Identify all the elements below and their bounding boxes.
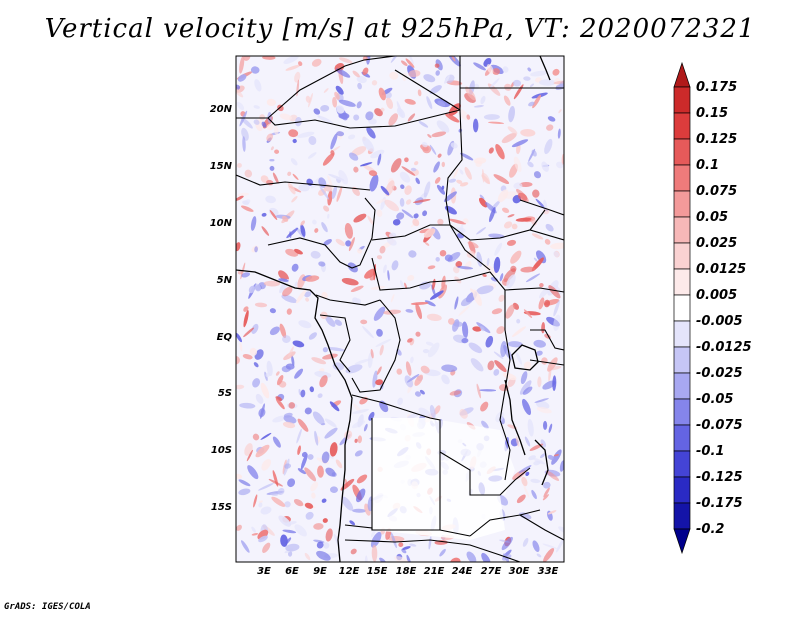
colorbar-swatch xyxy=(673,502,691,530)
border-mozambique xyxy=(519,514,564,541)
lake-tanganyika xyxy=(504,379,526,456)
calm-region-east xyxy=(440,420,515,495)
lat-label: 10N xyxy=(209,218,232,229)
lon-label: 12E xyxy=(338,566,360,577)
lake-victoria xyxy=(511,344,539,371)
colorbar-swatch xyxy=(673,61,691,88)
colorbar-label: 0.175 xyxy=(696,80,738,95)
map-frame xyxy=(235,55,565,563)
colorbar-label: -0.1 xyxy=(696,444,725,459)
velocity-field xyxy=(236,56,564,562)
calm-region-south xyxy=(372,418,505,540)
lon-label: 30E xyxy=(508,566,530,577)
colorbar-label: 0.005 xyxy=(696,288,738,303)
colorbar-label: -0.005 xyxy=(696,314,743,329)
credit-text: GrADS: IGES/COLA xyxy=(4,602,91,612)
coastlines xyxy=(236,56,551,562)
colorbar-swatch xyxy=(673,476,691,504)
map-title: Vertical velocity [m/s] at 925hPa, VT: 2… xyxy=(44,14,756,44)
lat-label: 5S xyxy=(217,388,232,399)
border-sudan-south-sudan xyxy=(449,224,564,241)
lake-malawi xyxy=(534,439,549,486)
lat-label: 15S xyxy=(210,502,232,513)
colorbar-swatch xyxy=(673,112,691,140)
border-drc-east xyxy=(499,290,511,481)
colorbar-label: -0.075 xyxy=(696,418,743,433)
colorbar-label: 0.15 xyxy=(696,106,729,121)
border-angola-zambia xyxy=(371,418,441,530)
colorbar-label: -0.2 xyxy=(696,522,725,537)
border-congo-drc xyxy=(351,299,401,393)
border-zambia xyxy=(439,451,531,496)
colorbar-swatch xyxy=(673,346,691,374)
colorbar-label: 0.05 xyxy=(696,210,729,225)
coastline-gulf-of-guinea xyxy=(236,269,353,562)
lon-label: 33E xyxy=(537,566,559,577)
border-east-africa xyxy=(529,329,564,366)
border-southern xyxy=(344,539,521,562)
colorbar-swatch xyxy=(673,86,691,114)
colorbar-label: 0.025 xyxy=(696,236,738,251)
border-algeria-libya xyxy=(236,56,396,119)
lon-label: 3E xyxy=(257,566,271,577)
country-borders xyxy=(236,56,564,562)
colorbar xyxy=(673,61,691,555)
colorbar-swatch xyxy=(673,450,691,478)
colorbar-swatch xyxy=(673,372,691,400)
colorbar-swatch xyxy=(673,320,691,348)
colorbar-swatch xyxy=(673,528,691,555)
colorbar-swatch xyxy=(673,294,691,322)
colorbar-label: -0.05 xyxy=(696,392,734,407)
border-gabon-congo xyxy=(319,314,351,373)
colorbar-swatch xyxy=(673,138,691,166)
lat-label: EQ xyxy=(216,332,232,343)
border-chad-sudan xyxy=(445,109,463,226)
colorbar-label: 0.075 xyxy=(696,184,738,199)
colorbar-swatch xyxy=(673,424,691,452)
lon-label: 15E xyxy=(366,566,388,577)
border-zambia-zimbabwe xyxy=(469,509,541,537)
colorbar-label: 0.0125 xyxy=(696,262,747,277)
lon-label: 21E xyxy=(423,566,445,577)
nile-red-sea xyxy=(539,56,551,81)
colorbar-label: 0.125 xyxy=(696,132,738,147)
colorbar-swatch xyxy=(673,164,691,192)
colorbar-swatch xyxy=(673,398,691,426)
border-nigeria-cameroon xyxy=(267,197,376,269)
colorbar-label: -0.175 xyxy=(696,496,743,511)
colorbar-swatch xyxy=(673,190,691,218)
border-ethiopia xyxy=(519,199,564,231)
border-chad-car xyxy=(371,224,491,271)
colorbar-label: -0.025 xyxy=(696,366,743,381)
colorbar-swatch xyxy=(673,216,691,244)
colorbar-swatch xyxy=(673,268,691,296)
lat-label: 5N xyxy=(216,275,232,286)
border-drc-angola xyxy=(351,394,441,452)
colorbar-label: 0.1 xyxy=(696,158,720,173)
colorbar-label: -0.125 xyxy=(696,470,743,485)
colorbar-swatch xyxy=(673,242,691,270)
lon-label: 18E xyxy=(395,566,417,577)
border-south-sudan-south xyxy=(504,287,564,293)
lon-label: 9E xyxy=(313,566,327,577)
lon-label: 6E xyxy=(285,566,299,577)
border-niger-chad xyxy=(267,109,461,129)
border-cameroon-congo xyxy=(315,294,381,306)
lon-label: 27E xyxy=(480,566,502,577)
colorbar-label: -0.0125 xyxy=(696,340,752,355)
border-niger-nigeria xyxy=(236,174,371,191)
lat-label: 10S xyxy=(210,445,232,456)
lat-label: 20N xyxy=(209,104,232,115)
border-car-south xyxy=(371,257,506,291)
lat-label: 15N xyxy=(209,161,232,172)
lon-label: 24E xyxy=(451,566,473,577)
